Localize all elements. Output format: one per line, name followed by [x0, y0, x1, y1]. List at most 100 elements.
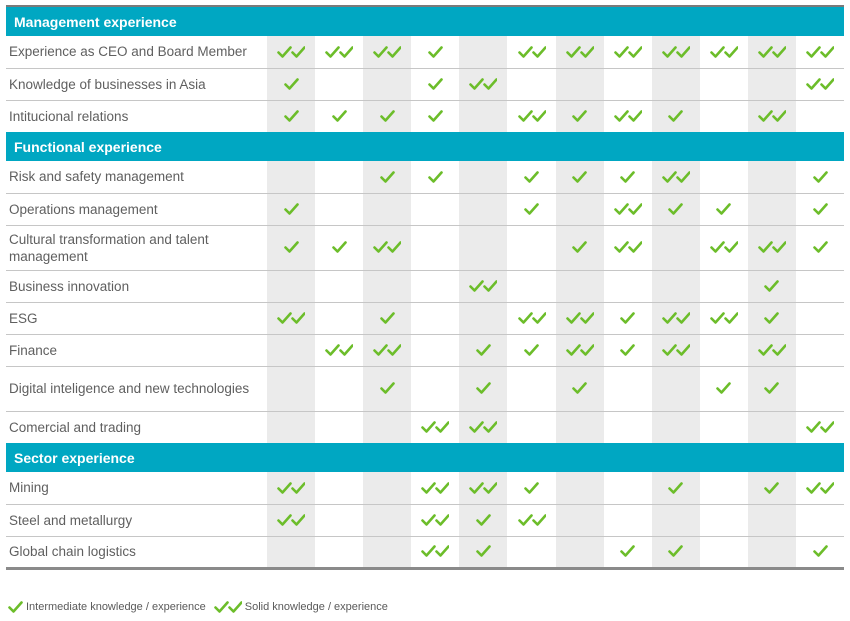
- double-check-icon: [613, 109, 642, 123]
- double-check-icon: [661, 311, 690, 325]
- mark-cell: [507, 192, 556, 225]
- mark-cell: [363, 269, 412, 302]
- check-icon: [572, 240, 587, 254]
- check-icon: [524, 170, 539, 184]
- double-check-icon: [710, 240, 738, 254]
- mark-cell: [267, 269, 316, 302]
- mark-cell: [747, 192, 797, 225]
- mark-cell: [363, 333, 412, 366]
- double-check-icon: [806, 481, 835, 495]
- mark-cell: [459, 535, 508, 568]
- double-check-icon: [277, 45, 306, 59]
- check-icon: [428, 109, 443, 123]
- double-check-icon: [421, 544, 450, 558]
- mark-cell: [411, 410, 460, 443]
- mark-cell: [315, 301, 364, 334]
- mark-cell: [603, 192, 652, 225]
- mark-cell: [699, 503, 748, 536]
- mark-cell: [411, 472, 459, 504]
- check-icon: [283, 109, 299, 123]
- check-icon: [379, 311, 395, 325]
- section-title: Functional experience: [6, 132, 845, 161]
- mark-cell: [747, 301, 797, 334]
- mark-cell: [555, 365, 604, 411]
- mark-cell: [555, 333, 604, 366]
- mark-cell: [315, 269, 364, 302]
- mark-cell: [796, 99, 845, 132]
- double-check-icon: [758, 109, 786, 123]
- section-title: Sector experience: [6, 443, 845, 472]
- mark-cell: [507, 161, 555, 193]
- table-row: Operations management: [6, 192, 845, 225]
- mark-cell: [507, 410, 556, 443]
- check-icon: [668, 481, 684, 495]
- mark-cell: [555, 535, 604, 568]
- check-icon: [572, 381, 587, 395]
- mark-cell: [315, 365, 364, 411]
- double-check-icon: [421, 513, 450, 527]
- mark-cell: [411, 67, 460, 100]
- double-check-icon: [710, 45, 738, 59]
- mark-cell: [459, 269, 508, 302]
- mark-cell: [507, 472, 555, 504]
- mark-cell: [796, 535, 845, 568]
- mark-cell: [747, 36, 797, 68]
- mark-cell: [267, 333, 316, 366]
- row-label: Operations management: [6, 192, 267, 225]
- row-label: Intitucional relations: [6, 99, 267, 132]
- table-row: Steel and metallurgy: [6, 503, 845, 536]
- check-icon: [716, 381, 732, 395]
- mark-cell: [363, 99, 412, 132]
- row-label: Experience as CEO and Board Member: [9, 44, 247, 60]
- double-check-icon: [373, 45, 402, 59]
- mark-cell: [363, 365, 412, 411]
- double-check-icon: [469, 420, 498, 434]
- check-icon: [379, 381, 395, 395]
- mark-cell: [796, 503, 845, 536]
- mark-cell: [507, 535, 556, 568]
- double-check-icon: [469, 77, 498, 91]
- table-row: Intitucional relations: [6, 99, 845, 132]
- mark-cell: [603, 224, 652, 270]
- mark-cell: [459, 503, 508, 536]
- table-row: Experience as CEO and Board Member: [6, 36, 844, 68]
- check-icon: [620, 343, 636, 357]
- mark-cell: [507, 333, 556, 366]
- row-label: Mining: [9, 480, 49, 496]
- mark-cell: [411, 36, 459, 68]
- mark-cell: [796, 269, 845, 302]
- mark-cell: [411, 99, 460, 132]
- mark-cell: [651, 301, 700, 334]
- check-icon: [8, 600, 23, 614]
- mark-cell: [555, 269, 604, 302]
- mark-cell: [315, 99, 364, 132]
- mark-cell: [315, 410, 364, 443]
- double-check-icon: [661, 45, 690, 59]
- mark-cell: [747, 161, 797, 193]
- mark-cell: [363, 535, 412, 568]
- mark-cell: [747, 269, 797, 302]
- double-check-icon: [517, 109, 546, 123]
- double-check-icon: [661, 170, 690, 184]
- mark-cell: [796, 410, 845, 443]
- double-check-icon: [421, 420, 450, 434]
- mark-cell: [507, 365, 556, 411]
- mark-cell: [603, 269, 652, 302]
- legend-item-intermediate: Intermediate knowledge / experience: [8, 600, 206, 614]
- mark-cell: [267, 365, 316, 411]
- mark-cell: [459, 410, 508, 443]
- mark-cell: [411, 269, 460, 302]
- mark-cell: [411, 224, 460, 270]
- check-icon: [668, 109, 684, 123]
- check-icon: [812, 240, 828, 254]
- mark-cell: [315, 503, 364, 536]
- mark-cell: [651, 535, 700, 568]
- row-label: Cultural transformation and talent manag…: [6, 224, 267, 270]
- legend: Intermediate knowledge / experience Soli…: [8, 597, 396, 617]
- mark-cell: [459, 224, 508, 270]
- double-check-icon: [565, 343, 594, 357]
- double-check-icon: [325, 343, 354, 357]
- row-label: ESG: [6, 301, 267, 334]
- section-title: Management experience: [6, 6, 845, 36]
- mark-cell: [555, 67, 604, 100]
